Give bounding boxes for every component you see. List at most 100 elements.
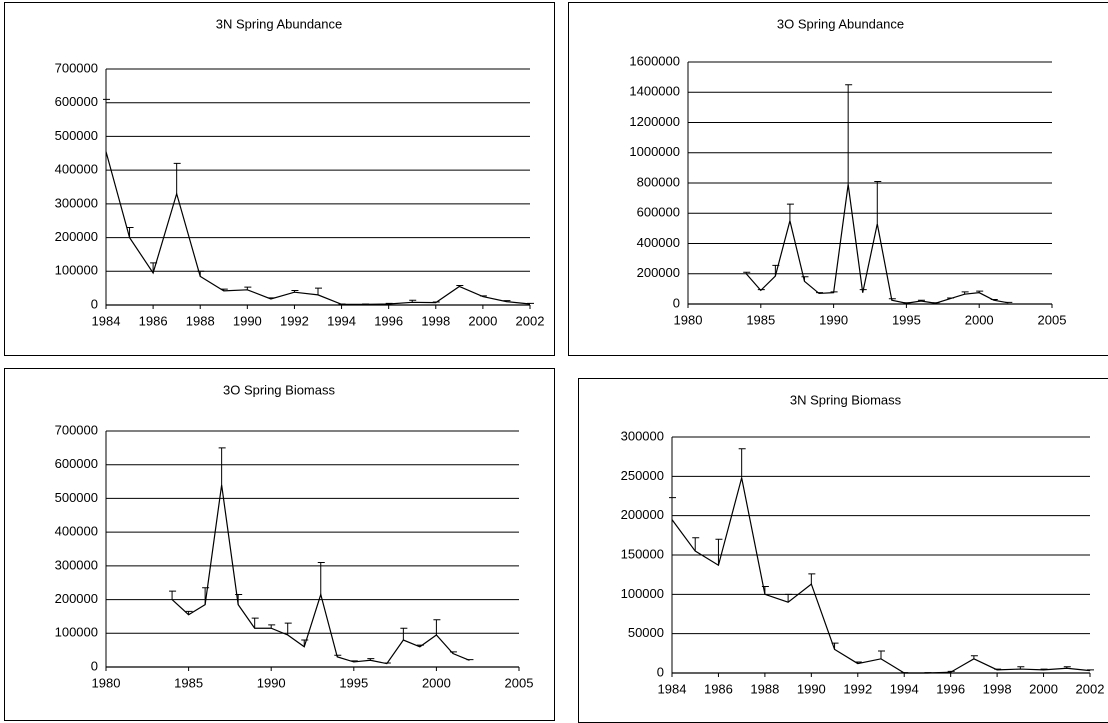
error-bar — [947, 297, 955, 299]
y-tick-label: 150000 — [621, 546, 664, 561]
chart-panel: 3O Spring Biomass 0 100000 200000 300000 4000… — [4, 368, 555, 721]
error-bar — [456, 284, 464, 287]
x-tick-label: 1984 — [92, 313, 121, 328]
error-bar — [449, 651, 457, 654]
x-tick-label: 2000 — [1029, 681, 1058, 696]
y-tick-label: 300000 — [55, 557, 98, 572]
error-bar — [947, 670, 955, 673]
error-bar — [772, 264, 780, 277]
x-tick-label: 1988 — [750, 681, 779, 696]
y-tick-label: 100000 — [55, 625, 98, 640]
x-tick-label: 2005 — [1038, 312, 1067, 327]
error-bar — [432, 301, 440, 303]
panel-border — [4, 368, 555, 721]
error-bar — [715, 538, 723, 566]
x-tick-label: 1994 — [890, 681, 919, 696]
y-tick-label: 600000 — [55, 456, 98, 471]
error-bar — [503, 300, 511, 302]
y-tick-label: 250000 — [621, 468, 664, 483]
error-bar — [761, 585, 769, 595]
x-tick-label: 2002 — [1076, 681, 1105, 696]
y-tick-label: 0 — [657, 664, 664, 679]
chart-title: 3N Spring Biomass — [790, 392, 902, 407]
error-bar — [970, 655, 978, 659]
error-bar — [251, 617, 259, 629]
error-bar — [202, 587, 210, 605]
y-tick-label: 0 — [91, 658, 98, 673]
error-bar — [990, 298, 998, 301]
error-bar — [218, 447, 226, 485]
error-bar — [334, 654, 342, 657]
error-bar — [268, 624, 276, 629]
error-bar — [786, 203, 794, 221]
error-bar — [830, 291, 838, 293]
panel-border — [568, 2, 1108, 356]
x-tick-label: 1992 — [280, 313, 309, 328]
panel-border — [578, 378, 1108, 723]
error-bar — [409, 299, 417, 303]
error-bar — [301, 639, 309, 647]
error-bar — [854, 661, 862, 664]
error-bar — [738, 448, 746, 478]
error-bar — [385, 302, 393, 304]
x-tick-label: 1985 — [174, 675, 203, 690]
y-tick-label: 100000 — [55, 263, 98, 278]
y-tick-label: 200000 — [55, 229, 98, 244]
x-tick-label: 1980 — [674, 312, 703, 327]
error-bar — [284, 622, 292, 635]
x-tick-label: 1986 — [704, 681, 733, 696]
y-tick-label: 600000 — [637, 205, 680, 220]
y-tick-label: 300000 — [55, 195, 98, 210]
chart-title: 3O Spring Biomass — [223, 382, 335, 397]
x-tick-label: 2002 — [516, 313, 545, 328]
x-tick-label: 1992 — [843, 681, 872, 696]
error-bar — [669, 497, 676, 520]
y-tick-label: 300000 — [621, 428, 664, 443]
x-tick-label: 1998 — [421, 313, 450, 328]
error-bar — [888, 298, 896, 301]
error-bar — [845, 84, 853, 185]
error-bar — [874, 180, 882, 224]
error-bar — [150, 262, 158, 273]
error-bar — [757, 289, 765, 291]
error-bar — [173, 162, 181, 194]
y-tick-label: 700000 — [55, 422, 98, 437]
y-tick-label: 200000 — [621, 507, 664, 522]
error-bar — [917, 299, 925, 301]
y-tick-label: 600000 — [55, 94, 98, 109]
error-bar — [291, 290, 299, 293]
y-tick-label: 1200000 — [629, 114, 680, 129]
error-bar — [1063, 666, 1071, 669]
error-bar — [400, 627, 408, 641]
x-tick-label: 1990 — [257, 675, 286, 690]
x-tick-label: 2000 — [965, 312, 994, 327]
error-bar — [126, 226, 134, 238]
error-bar — [801, 276, 809, 282]
error-bar — [859, 289, 867, 293]
y-tick-label: 100000 — [621, 586, 664, 601]
y-tick-label: 200000 — [55, 591, 98, 606]
x-tick-label: 1990 — [819, 312, 848, 327]
y-tick-label: 700000 — [55, 60, 98, 75]
y-tick-label: 0 — [673, 295, 680, 310]
error-bar — [350, 660, 358, 662]
panel-border — [4, 2, 555, 356]
y-tick-label: 1400000 — [629, 84, 680, 99]
x-tick-label: 2005 — [505, 675, 534, 690]
error-bar — [785, 593, 793, 603]
x-tick-label: 2000 — [422, 675, 451, 690]
y-tick-label: 400000 — [637, 235, 680, 250]
error-bar — [527, 302, 534, 304]
x-tick-label: 2000 — [468, 313, 497, 328]
x-tick-label: 1980 — [92, 675, 121, 690]
error-bar — [816, 292, 824, 294]
x-tick-label: 1998 — [983, 681, 1012, 696]
error-bar — [317, 561, 325, 595]
x-tick-label: 1996 — [374, 313, 403, 328]
error-bar — [466, 659, 474, 661]
x-tick-label: 1995 — [339, 675, 368, 690]
y-tick-label: 200000 — [637, 265, 680, 280]
x-tick-label: 1994 — [327, 313, 356, 328]
error-bar — [479, 295, 487, 297]
error-bar — [244, 286, 252, 290]
